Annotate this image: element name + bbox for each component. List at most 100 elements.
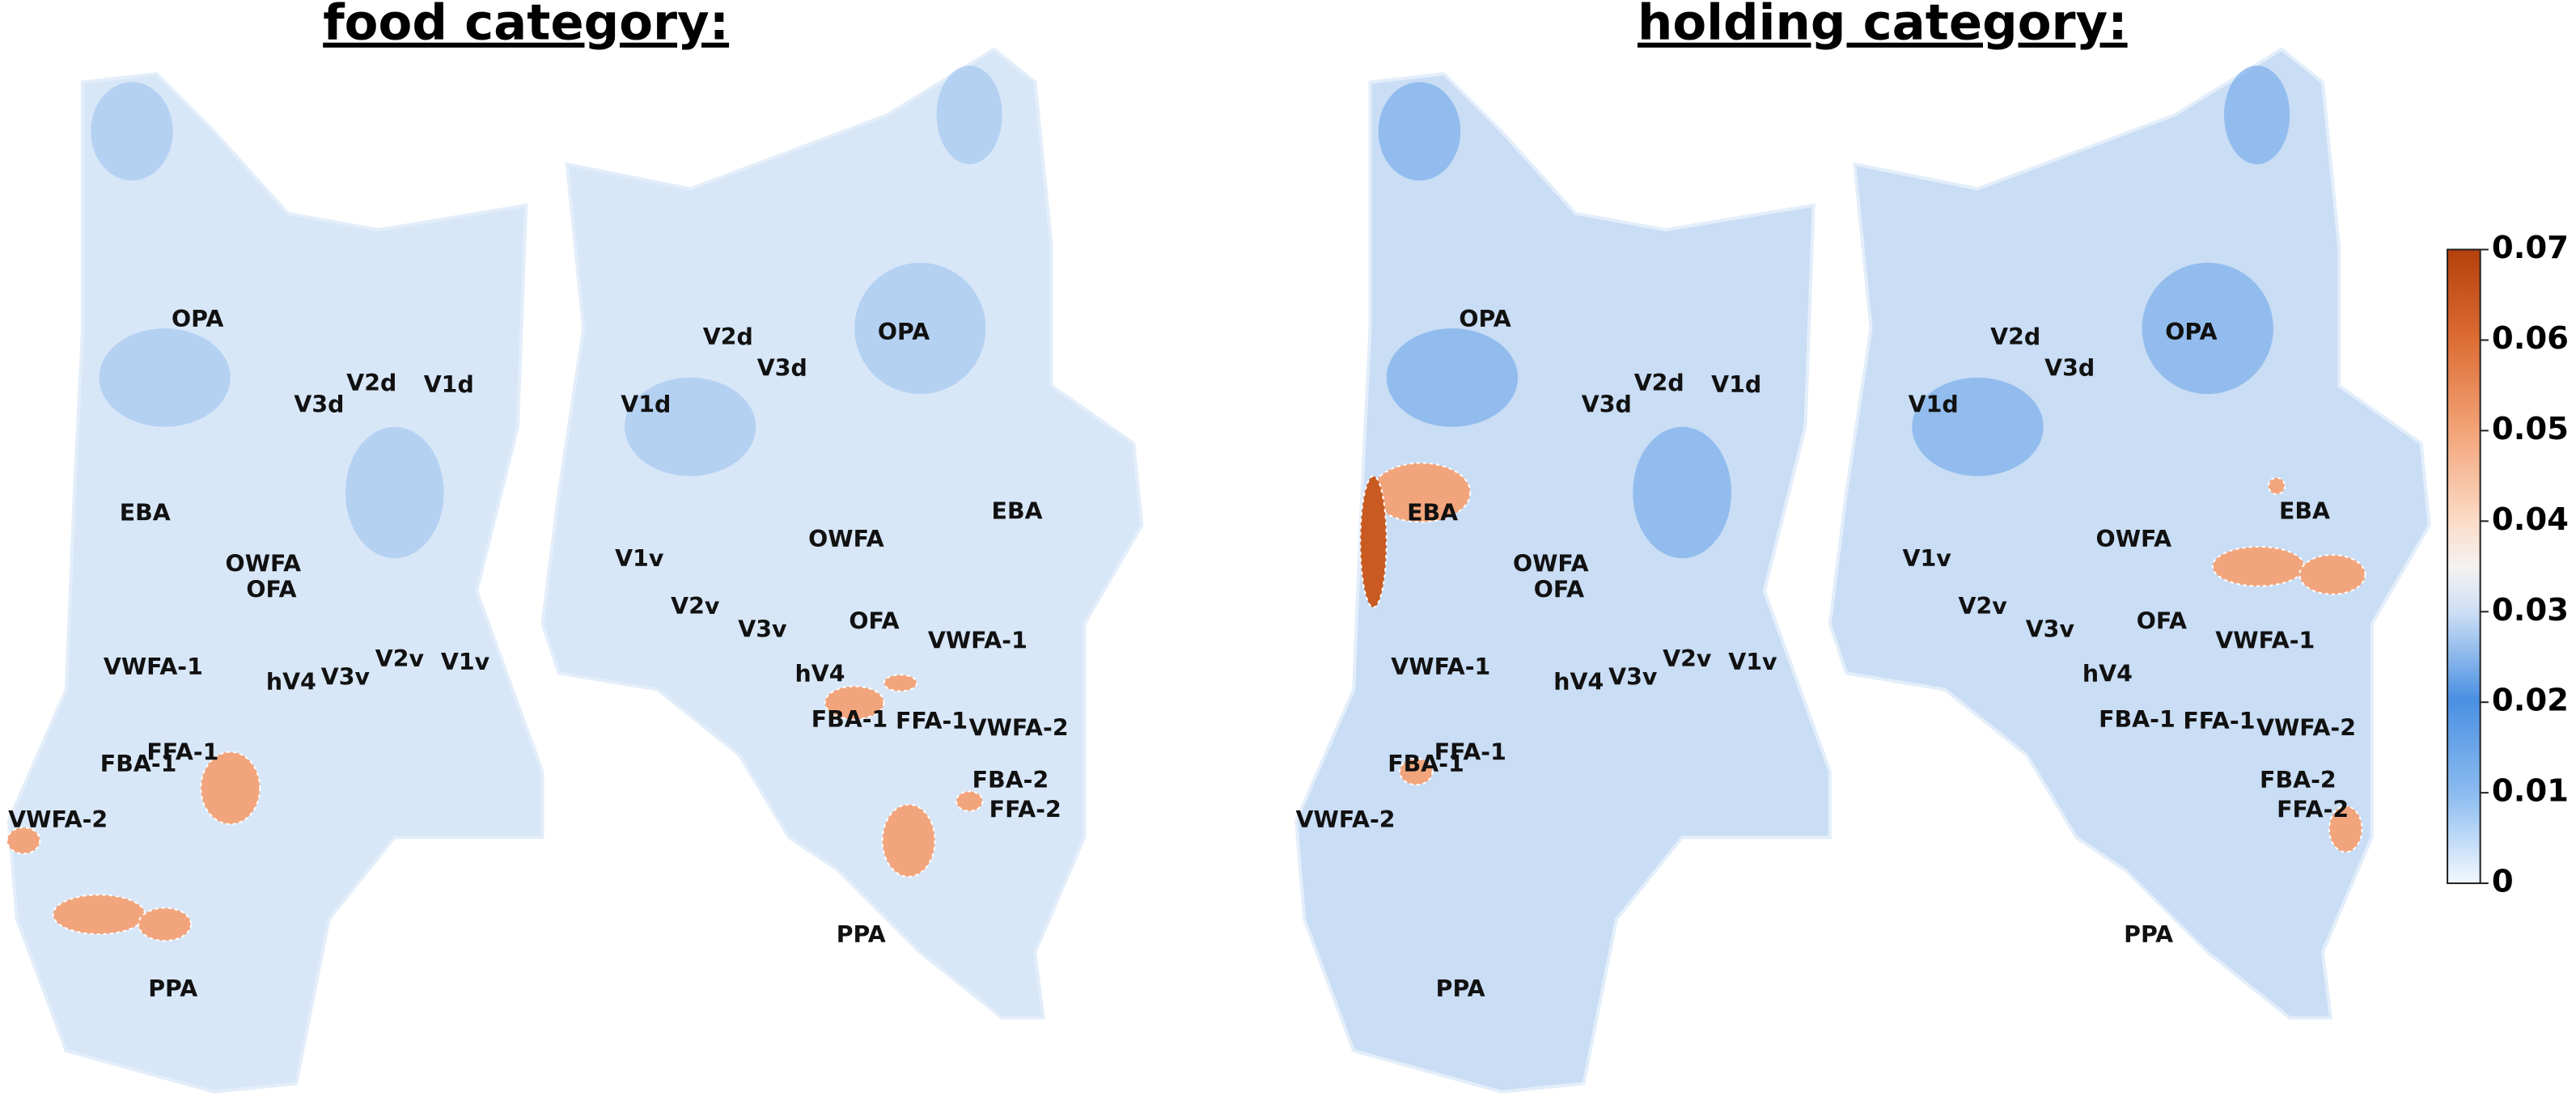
roi-label: FFA-2 (2277, 797, 2349, 823)
roi-label: V2d (346, 370, 396, 396)
roi-label: VWFA-2 (8, 806, 108, 833)
roi-label: V3v (321, 663, 371, 690)
cortex-flatmap (1828, 47, 2431, 1020)
activation-patch (2328, 805, 2363, 853)
activation-patch (200, 751, 261, 825)
roi-label: OWFA (226, 550, 302, 577)
cortex-flatmap (6, 72, 544, 1094)
cortex-flatmap (1294, 72, 1832, 1094)
roi-label: EBA (992, 497, 1043, 524)
roi-label: FBA-1 (811, 706, 888, 733)
panel-title: food category: (323, 0, 729, 52)
activation-patch (936, 66, 1002, 164)
roi-label: V3v (2026, 616, 2075, 642)
activation-patch (52, 894, 146, 935)
activation-patch (91, 82, 173, 181)
roi-label: PPA (1436, 975, 1485, 1002)
roi-label: V2d (1990, 324, 2040, 350)
roi-label: V3d (294, 391, 344, 417)
roi-label: OFA (1534, 577, 1584, 603)
roi-label: VWFA-1 (2215, 628, 2315, 654)
roi-label: V2d (703, 324, 753, 350)
roi-label: FBA-1 (1388, 751, 1464, 777)
colorbar-tick-label: 0.01 (2492, 773, 2569, 810)
roi-label: EBA (120, 499, 171, 526)
activation-patch (1399, 757, 1434, 786)
roi-label: FBA-1 (2099, 706, 2176, 733)
roi-label: OFA (2137, 607, 2187, 634)
roi-label: hV4 (1553, 668, 1604, 695)
roi-label: OWFA (808, 526, 884, 552)
activation-patch (955, 790, 984, 812)
activation-patch (6, 827, 41, 855)
colorbar-tick-label: 0.07 (2492, 230, 2569, 266)
colorbar-tick-label: 0.05 (2492, 411, 2569, 447)
roi-label: OPA (172, 306, 223, 332)
roi-label: V1v (441, 649, 490, 675)
activation-patch (2142, 262, 2273, 395)
roi-label: OFA (849, 607, 899, 634)
roi-label: OPA (1459, 306, 1510, 332)
roi-label: hV4 (266, 668, 316, 695)
activation-patch (2211, 545, 2306, 587)
activation-patch (2224, 66, 2290, 164)
activation-patch (99, 328, 231, 427)
roi-label: PPA (148, 975, 197, 1002)
roi-label: V1d (1909, 391, 1959, 417)
roi-label: OFA (246, 577, 296, 603)
activation-patch (1359, 475, 1388, 609)
activation-patch (881, 803, 936, 878)
roi-label: V1d (1711, 371, 1761, 398)
roi-label: V3d (2044, 355, 2095, 382)
roi-label: EBA (1407, 499, 1458, 526)
roi-label: hV4 (795, 660, 845, 687)
roi-label: V3d (757, 355, 807, 382)
activation-patch (138, 907, 193, 942)
activation-patch (1378, 82, 1461, 181)
colorbar-tick-label: 0.04 (2492, 501, 2569, 538)
activation-patch (2298, 554, 2366, 595)
cortex-flatmap (540, 47, 1144, 1020)
activation-patch (1633, 426, 1732, 559)
roi-label: OWFA (2096, 526, 2172, 552)
activation-patch (2267, 476, 2286, 495)
roi-label: VWFA-1 (928, 628, 1027, 654)
roi-label: OWFA (1513, 550, 1589, 577)
activation-patch (854, 262, 986, 395)
roi-label: V1v (1728, 649, 1777, 675)
roi-label: PPA (837, 921, 886, 948)
panel-title: holding category: (1638, 0, 2128, 52)
roi-label: V1d (424, 371, 474, 398)
colorbar-tick-label: 0.03 (2492, 592, 2569, 628)
roi-label: FFA-2 (989, 797, 1061, 823)
roi-label: FBA-2 (2260, 767, 2337, 793)
roi-label: OPA (878, 319, 930, 345)
roi-label: FBA-2 (972, 767, 1049, 793)
roi-label: VWFA-1 (104, 654, 203, 680)
roi-label: FBA-1 (100, 751, 177, 777)
roi-label: V3v (738, 616, 787, 642)
roi-label: EBA (2279, 497, 2330, 524)
roi-label: VWFA-2 (1296, 806, 1396, 833)
roi-label: VWFA-2 (969, 714, 1069, 741)
activation-patch (345, 426, 444, 559)
roi-label: VWFA-1 (1391, 654, 1490, 680)
roi-label: FFA-1 (146, 739, 218, 766)
roi-label: FFA-1 (1434, 739, 1506, 766)
colorbar (2447, 248, 2481, 885)
roi-label: OPA (2165, 319, 2217, 345)
roi-label: V1v (615, 545, 664, 572)
roi-label: V2v (1663, 645, 1712, 672)
activation-patch (1912, 377, 2044, 476)
roi-label: V1d (621, 391, 671, 417)
colorbar-tick-label: 0.06 (2492, 320, 2569, 357)
roi-label: PPA (2124, 921, 2173, 948)
roi-label: FFA-1 (2183, 708, 2255, 734)
activation-patch (1386, 328, 1519, 427)
roi-label: V2v (671, 593, 720, 620)
